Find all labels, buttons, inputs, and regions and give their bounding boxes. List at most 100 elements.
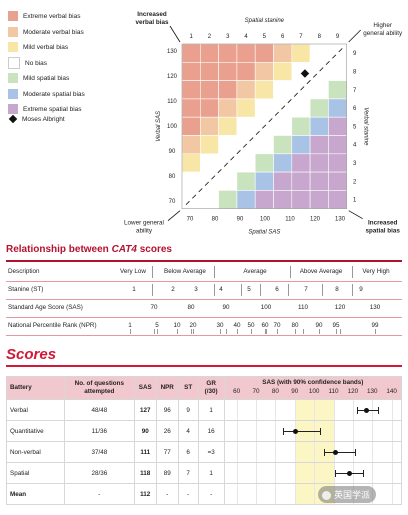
gr-cell: =3 <box>197 441 225 463</box>
bias-cell <box>273 171 293 191</box>
marker-label: Moses Albright <box>22 116 65 123</box>
npr-header: NPR <box>155 376 179 400</box>
stanine-divider <box>288 284 289 296</box>
npr-cell: 70 <box>273 322 281 329</box>
left-sas-tick: 100 <box>167 124 178 130</box>
description-row: Description Very Low Below Average Avera… <box>6 263 402 282</box>
npr-label: National Percentile Rank (NPR) <box>8 322 97 329</box>
band-gridline <box>391 400 393 420</box>
legend-swatch <box>8 88 18 99</box>
scale-tick <box>265 329 266 334</box>
corner-bl-label-1: Lower general <box>124 220 164 227</box>
band-cap <box>283 428 285 435</box>
band-gridline <box>352 421 354 441</box>
legend-label: Extreme verbal bias <box>23 13 81 20</box>
bias-cell <box>291 190 311 209</box>
bias-cell <box>200 43 219 63</box>
bias-cell <box>309 98 329 118</box>
band-gridline <box>236 463 238 483</box>
battery-cell: Non-verbal <box>6 441 65 463</box>
desc-below-average: Below Average <box>164 268 206 275</box>
top-stanine-tick: 9 <box>336 34 340 40</box>
left-sas-tick: 130 <box>167 49 178 55</box>
bias-cell <box>309 190 329 209</box>
bias-cell <box>273 116 293 136</box>
bias-cell <box>254 153 274 173</box>
description-label: Description <box>8 268 40 275</box>
legend-marker: Moses Albright <box>8 113 65 127</box>
band-gridline <box>372 442 374 462</box>
sas-row: Standard Age Score (SAS) 70 80 90 100 110 120… <box>6 299 402 318</box>
bias-cell <box>200 61 219 81</box>
bias-cell <box>309 43 329 63</box>
bias-cell <box>200 116 219 136</box>
sas-point <box>347 471 353 476</box>
scores-rule <box>6 365 402 367</box>
battery-header: Battery <box>6 376 65 400</box>
bias-cell <box>181 190 201 209</box>
bias-cell <box>309 116 329 136</box>
scale-tick <box>295 329 296 334</box>
bias-cell <box>291 116 311 136</box>
description-divider <box>214 266 215 278</box>
watermark: 英国学派 <box>318 486 377 503</box>
stanine-row: Stanine (ST) 1 2 3 4 5 6 7 8 9 <box>6 281 402 300</box>
bias-cell <box>200 98 219 118</box>
band-tick: 130 <box>367 388 378 395</box>
bias-cell <box>273 153 293 173</box>
stanine-divider <box>352 284 353 296</box>
bias-cell <box>218 135 238 155</box>
top-stanine-tick: 2 <box>208 34 212 40</box>
band-gridline <box>391 463 393 483</box>
band-gridline <box>372 463 374 483</box>
stanine-cell: 7 <box>304 286 308 293</box>
left-sas-tick: 90 <box>169 149 176 155</box>
left-sas-tick: 80 <box>169 174 176 180</box>
top-stanine-tick: 7 <box>299 34 303 40</box>
bias-cell <box>200 80 219 100</box>
band-gridline <box>256 421 258 441</box>
band-gridline <box>391 484 393 504</box>
bias-cell <box>273 43 293 63</box>
bias-cell <box>236 43 256 63</box>
band-gridline <box>256 442 258 462</box>
confidence-band <box>323 452 355 453</box>
band-gridline <box>333 421 335 441</box>
sas-cell: 127 <box>133 399 157 421</box>
band-gridline <box>314 484 316 504</box>
band-cell <box>223 462 403 484</box>
bias-cell <box>291 135 311 155</box>
legend-label: Mild verbal bias <box>23 44 69 51</box>
scores-row: Verbal 48/48 127 96 9 1 <box>6 399 403 421</box>
band-cap <box>362 470 364 477</box>
sas-cell: 111 <box>133 441 157 463</box>
band-gridline <box>333 463 335 483</box>
bias-cell <box>291 43 311 63</box>
band-gridline <box>314 463 316 483</box>
stanine-cell: 9 <box>359 286 363 293</box>
bias-cell <box>218 190 238 209</box>
bias-cell <box>309 61 329 81</box>
plot-frame <box>181 43 347 209</box>
npr-cell: 40 <box>233 322 241 329</box>
bias-cell <box>181 43 201 63</box>
bias-cell <box>236 61 256 81</box>
top-stanine-tick: 5 <box>263 34 267 40</box>
right-stanine-tick: 2 <box>353 179 357 185</box>
questions-cell: 28/36 <box>63 462 135 484</box>
band-tick: 140 <box>386 388 397 395</box>
bias-cell <box>254 61 274 81</box>
bias-cell <box>218 116 238 136</box>
stanine-divider <box>152 284 153 296</box>
bias-cell <box>273 80 293 100</box>
stanine-cell: 6 <box>275 286 279 293</box>
bias-cell <box>328 98 347 118</box>
stanine-cell: 8 <box>335 286 339 293</box>
band-cell <box>223 399 403 421</box>
npr-cell: 20 <box>189 322 197 329</box>
top-stanine-tick: 6 <box>281 34 285 40</box>
band-tick: 60 <box>233 388 241 395</box>
questions-cell: 48/48 <box>63 399 135 421</box>
band-tick: 80 <box>271 388 279 395</box>
bias-plot: 1 2 3 4 5 6 7 8 9 Spatial stanine 9 8 7 6 5 4 3 2 1 Verbal … <box>124 11 403 236</box>
